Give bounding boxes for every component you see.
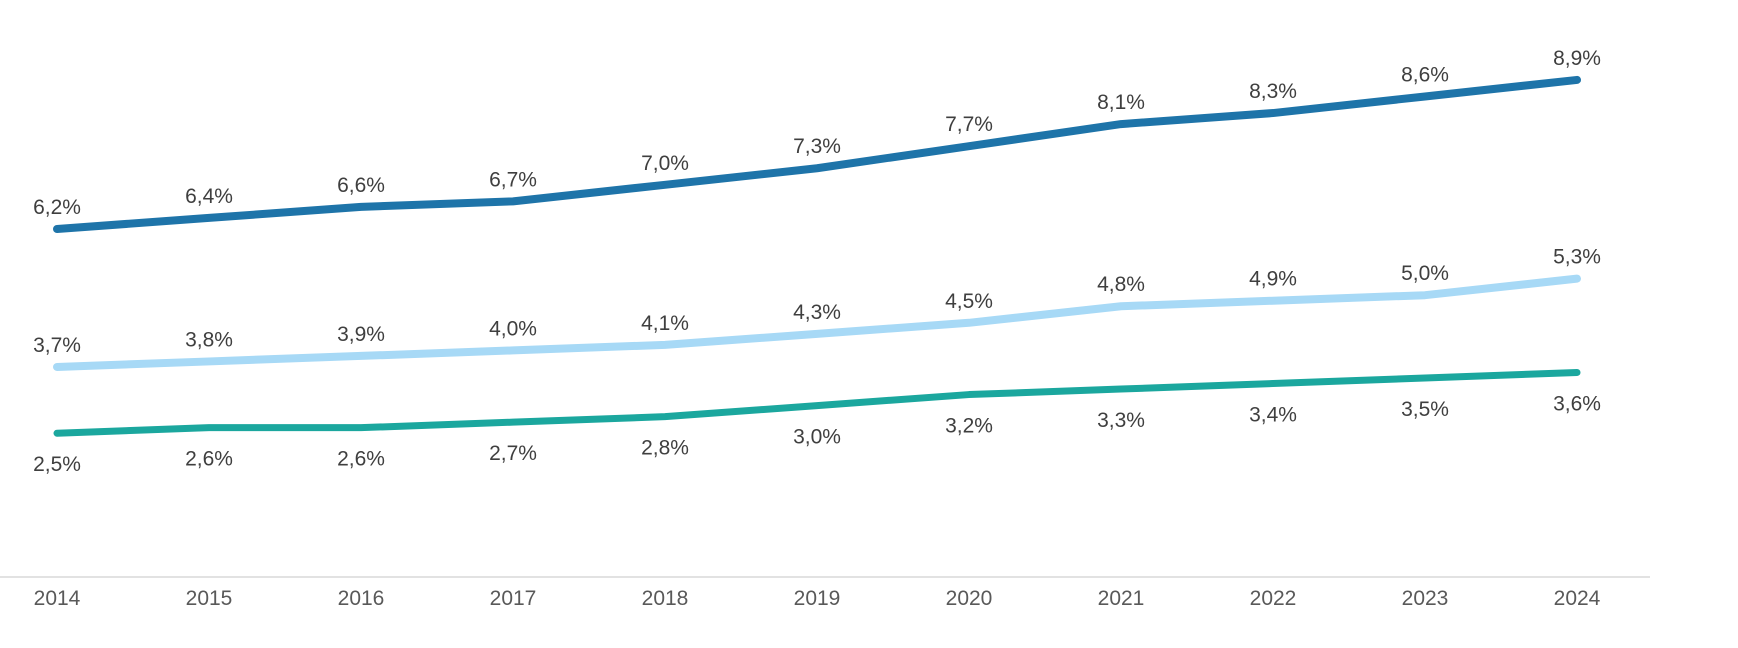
data-label-series-1: 7,3% <box>793 135 841 158</box>
data-label-series-2: 4,9% <box>1249 268 1297 291</box>
data-label-series-3: 3,3% <box>1097 409 1145 432</box>
data-label-series-2: 4,8% <box>1097 273 1145 296</box>
data-label-series-3: 3,4% <box>1249 404 1297 427</box>
data-label-series-2: 5,0% <box>1401 262 1449 285</box>
x-tick-label: 2017 <box>490 587 537 610</box>
x-tick-label: 2016 <box>338 587 385 610</box>
data-label-series-2: 3,7% <box>33 334 81 357</box>
data-label-series-3: 3,5% <box>1401 398 1449 421</box>
line-series-1 <box>53 75 1581 233</box>
data-label-series-3: 2,7% <box>489 442 537 465</box>
data-label-series-1: 8,1% <box>1097 91 1145 114</box>
data-label-series-3: 2,6% <box>337 448 385 471</box>
data-label-series-1: 6,7% <box>489 168 537 191</box>
data-label-series-1: 7,0% <box>641 152 689 175</box>
data-label-series-1: 7,7% <box>945 113 993 136</box>
x-tick-label: 2024 <box>1554 587 1601 610</box>
x-tick-label: 2021 <box>1098 587 1145 610</box>
data-label-series-2: 3,8% <box>185 328 233 351</box>
x-tick-label: 2015 <box>186 587 233 610</box>
data-label-series-2: 4,3% <box>793 301 841 324</box>
data-label-series-3: 2,5% <box>33 453 81 476</box>
x-tick-label: 2014 <box>34 587 81 610</box>
line-series-2 <box>53 274 1581 371</box>
data-label-series-2: 4,0% <box>489 317 537 340</box>
line-series-3 <box>53 368 1581 437</box>
data-label-series-1: 8,6% <box>1401 63 1449 86</box>
data-label-series-1: 6,4% <box>185 185 233 208</box>
data-label-series-3: 3,2% <box>945 415 993 438</box>
x-tick-label: 2018 <box>642 587 689 610</box>
data-label-series-3: 2,8% <box>641 437 689 460</box>
x-tick-label: 2020 <box>946 587 993 610</box>
data-label-series-1: 8,3% <box>1249 80 1297 103</box>
data-label-series-2: 4,1% <box>641 312 689 335</box>
data-label-series-1: 6,2% <box>33 196 81 219</box>
data-label-series-2: 4,5% <box>945 290 993 313</box>
x-tick-label: 2023 <box>1402 587 1449 610</box>
x-tick-label: 2022 <box>1250 587 1297 610</box>
data-label-series-2: 5,3% <box>1553 246 1601 269</box>
data-label-series-1: 8,9% <box>1553 47 1601 70</box>
data-label-series-2: 3,9% <box>337 323 385 346</box>
data-label-series-3: 3,6% <box>1553 392 1601 415</box>
data-label-series-1: 6,6% <box>337 174 385 197</box>
data-label-series-3: 2,6% <box>185 448 233 471</box>
data-label-series-3: 3,0% <box>793 426 841 449</box>
x-tick-label: 2019 <box>794 587 841 610</box>
